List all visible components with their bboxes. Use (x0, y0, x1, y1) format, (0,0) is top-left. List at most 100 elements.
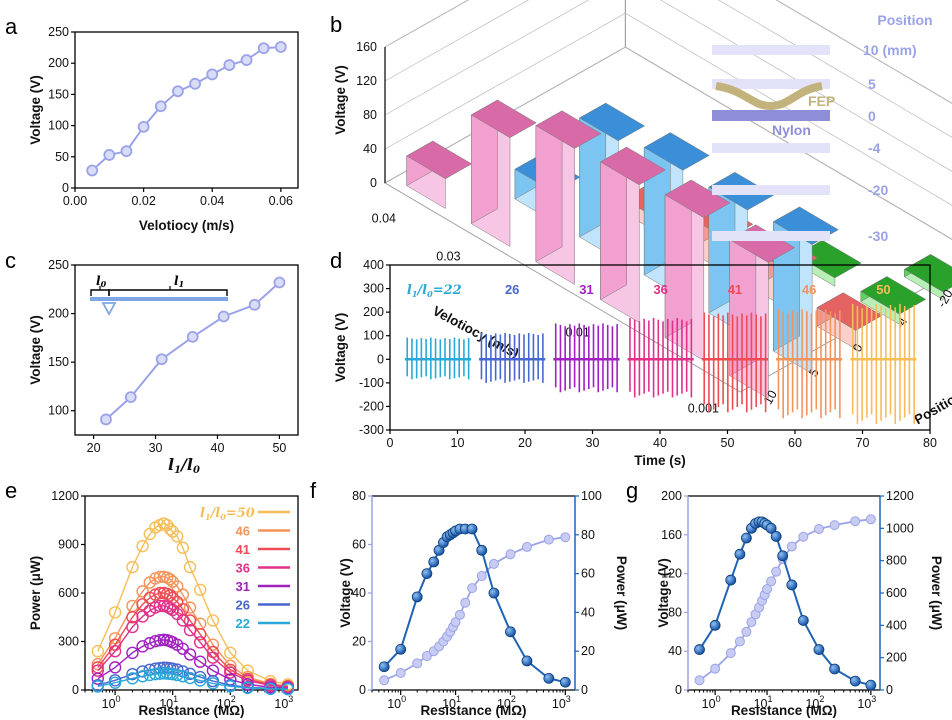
y-tick-label: 0 (377, 352, 384, 366)
panel-letter: e (5, 478, 17, 503)
power-point (421, 568, 433, 579)
x-tick-label: 70 (856, 436, 870, 450)
data-point (224, 666, 237, 679)
x-tick-label: 103 (857, 694, 876, 711)
series-label: 26 (505, 282, 519, 297)
data-point (166, 603, 179, 617)
data-point (193, 655, 207, 668)
data-point (91, 672, 104, 685)
y-tick-label: 80 (668, 605, 682, 619)
grid-line (384, 0, 590, 116)
voltage-point (734, 636, 745, 647)
data-point (240, 54, 253, 66)
data-point (193, 583, 207, 596)
y-axis-label: Power (μW) (28, 556, 43, 630)
position-label: -20 (868, 182, 888, 198)
y-tick-label: 250 (48, 258, 69, 272)
y-tick-label: 200 (48, 56, 69, 70)
voltage-point (505, 549, 516, 560)
data-point (241, 681, 254, 695)
y-tick-label: 0 (359, 683, 366, 697)
y-tick-label: 0 (72, 683, 79, 697)
position-band (712, 231, 830, 241)
data-point (163, 573, 177, 586)
data-point (136, 539, 149, 553)
data-point (241, 674, 254, 687)
position-axis-label: Position (mm) (912, 369, 952, 427)
bar-face-top (795, 239, 862, 279)
power-line (698, 520, 872, 687)
panel-letter: d (330, 248, 342, 273)
power-point (505, 626, 516, 638)
inset-label-l0: l0 (96, 274, 107, 289)
data-point (176, 614, 190, 627)
series-36 (91, 599, 295, 694)
legend-label: 31 (236, 579, 250, 594)
power-point (694, 644, 705, 655)
voltage-point (560, 532, 571, 543)
x-tick-label: 60 (788, 436, 802, 450)
data-point (108, 661, 122, 674)
voltage-point (476, 571, 487, 582)
data-point (241, 678, 254, 691)
z-tick-label: 80 (363, 108, 377, 122)
power-point (740, 532, 752, 544)
power-point (488, 587, 500, 599)
power-point (849, 675, 861, 687)
y-tick-label: 120 (661, 567, 682, 581)
voltage-point (766, 576, 777, 587)
voltage-point (379, 675, 390, 686)
velocity-axis-label: Velotiocy (m/s) (430, 303, 521, 361)
y-tick-label: 250 (48, 25, 69, 39)
series-line (97, 592, 288, 688)
y-tick-label: 150 (48, 355, 69, 369)
y2-axis-label: Power (μW) (614, 556, 629, 630)
data-point (126, 560, 139, 574)
x-axis-label: Resistance (MΩ) (731, 703, 837, 718)
y2-axis-label: Power (μW) (929, 556, 944, 630)
y-tick-label: 100 (363, 329, 384, 343)
x-tick-label: 100 (102, 694, 121, 711)
data-point (172, 85, 184, 98)
legend-label: 26 (236, 598, 250, 613)
x-tick-label: 0 (387, 436, 394, 450)
power-point (378, 661, 390, 673)
bar-face-top (664, 179, 731, 218)
power-point (797, 615, 809, 626)
series-label: 46 (802, 282, 816, 297)
y-tick-label: -200 (359, 399, 384, 413)
voltage-point (421, 651, 432, 662)
panel-letter: g (626, 478, 638, 503)
voltage-point (813, 523, 824, 534)
voltage-point (467, 583, 478, 594)
bar--4-0.001 (860, 276, 927, 325)
y2-tick-label: 60 (581, 567, 595, 581)
panel-d: -300 -200 -100 0 100 200 300 400 0 10 20 30 40 50 60 70… (330, 248, 937, 468)
power-point (829, 663, 840, 675)
data-point (183, 648, 197, 661)
y2-tick-label: 40 (581, 605, 595, 619)
data-point (108, 645, 122, 658)
data-point (136, 670, 149, 683)
series-label: 31 (579, 282, 593, 297)
velocity-tick-label: 0.04 (372, 212, 396, 226)
voltage-point (488, 558, 499, 569)
series-26 (479, 332, 546, 383)
position-band (712, 45, 830, 55)
y-axis-label: Voltage (V) (338, 558, 353, 628)
x-tick-label: 50 (721, 436, 735, 450)
y-tick-label: 200 (48, 307, 69, 321)
power-point (770, 531, 782, 542)
data-point (224, 680, 237, 693)
position-label: 10 (mm) (863, 42, 917, 58)
voltage-line (383, 536, 566, 682)
x-axis-label: Time (s) (634, 453, 686, 468)
legend-label: 22 (236, 616, 250, 631)
position-band (712, 143, 830, 153)
y-tick-label: 200 (661, 489, 682, 503)
power-point (428, 556, 440, 568)
voltage-line (698, 518, 872, 682)
data-point (126, 611, 139, 624)
panel-g: 0 40 80 120 160 200 0 200 400 600 800 1000 1200 100 10… (626, 478, 944, 718)
data-point (157, 667, 170, 680)
